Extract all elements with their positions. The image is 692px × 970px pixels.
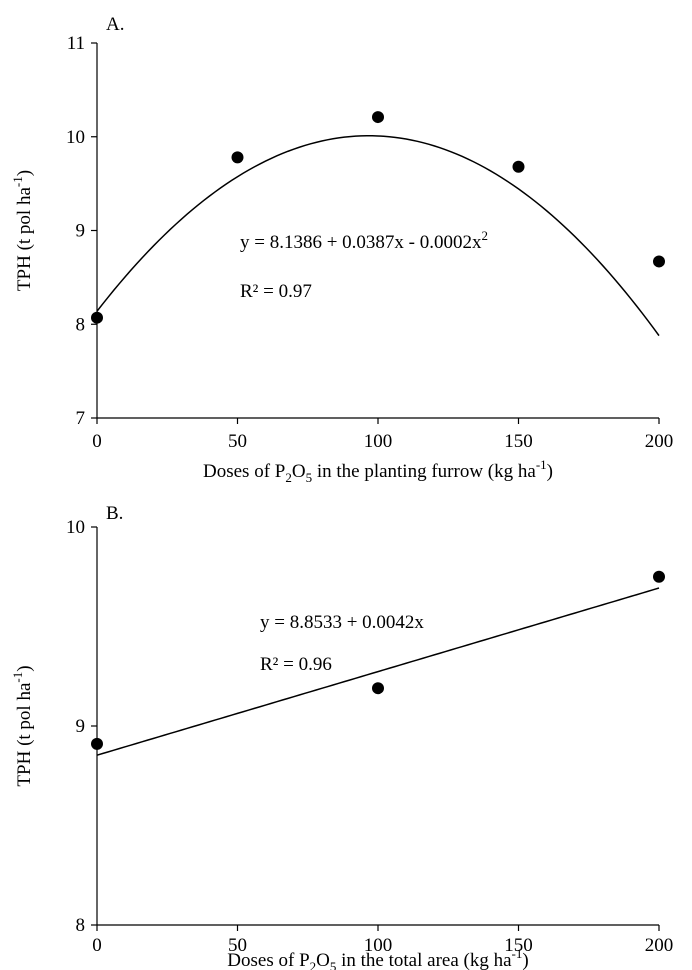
y-tick-label: 8 (76, 915, 86, 936)
r-squared: R² = 0.96 (260, 654, 332, 675)
data-point (91, 737, 103, 750)
regression-equation: y = 8.8533 + 0.0042x (260, 612, 424, 633)
x-tick-label: 200 (645, 431, 674, 452)
x-tick-label: 150 (504, 431, 533, 452)
panel-label: A. (106, 14, 124, 35)
y-axis-title: TPH (t pol ha-1) (10, 170, 35, 291)
x-tick-label: 200 (645, 935, 674, 956)
data-point (653, 255, 665, 268)
fit-curve (96, 587, 660, 756)
data-point (512, 160, 525, 173)
data-point (372, 111, 384, 124)
x-tick-label: 50 (228, 431, 247, 452)
y-axis-title: TPH (t pol ha-1) (10, 665, 35, 786)
x-tick-label: 0 (92, 935, 102, 956)
y-tick-label: 7 (76, 408, 86, 429)
regression-equation: y = 8.1386 + 0.0387x - 0.0002x2 (240, 228, 488, 253)
x-tick-label: 150 (504, 935, 533, 956)
y-tick-label: 10 (66, 517, 85, 538)
r-squared: R² = 0.97 (240, 281, 312, 302)
x-tick-label: 50 (228, 935, 247, 956)
data-point (231, 151, 244, 164)
y-tick-label: 10 (66, 127, 85, 148)
panel-label: B. (106, 503, 123, 524)
y-tick-label: 8 (76, 314, 86, 335)
data-point (653, 570, 665, 583)
y-tick-label: 9 (76, 221, 86, 242)
x-tick-label: 100 (364, 935, 393, 956)
x-tick-label: 0 (92, 431, 102, 452)
chart-panel-a: A. 7 8 9 10 11 0 50 100 150 200 y = 8.1386 + 0.0387… (10, 14, 673, 485)
y-tick-label: 9 (76, 716, 86, 737)
data-point (372, 682, 384, 695)
x-axis-title: Doses of P2O5 in the total area (kg ha-1… (227, 946, 528, 970)
x-tick-label: 100 (364, 431, 393, 452)
x-axis-title: Doses of P2O5 in the planting furrow (kg… (203, 457, 553, 485)
data-point (91, 311, 103, 324)
fit-curve (96, 135, 660, 337)
y-tick-label: 11 (67, 33, 85, 54)
